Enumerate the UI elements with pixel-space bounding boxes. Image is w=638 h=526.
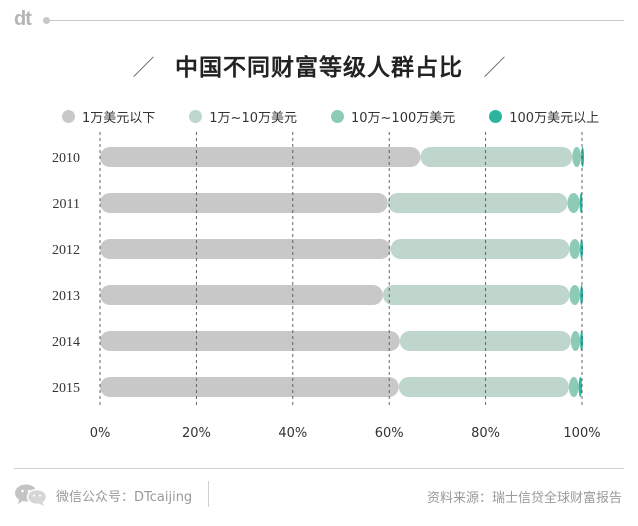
legend-swatch bbox=[331, 109, 344, 123]
legend-label: 1万~10万美元 bbox=[209, 110, 297, 126]
legend-item: 1万~10万美元 bbox=[189, 107, 297, 126]
legend-label: 1万美元以下 bbox=[82, 110, 156, 126]
legend-label: 10万~100万美元 bbox=[351, 110, 456, 126]
legend-swatch bbox=[489, 109, 503, 123]
bar-segment bbox=[382, 285, 570, 305]
y-tick-label: 2014 bbox=[52, 335, 80, 350]
y-tick-label: 2012 bbox=[52, 243, 80, 258]
wechat-icon bbox=[15, 484, 48, 506]
y-tick-label: 2011 bbox=[53, 197, 80, 212]
x-tick-label: 0% bbox=[90, 426, 111, 440]
bar-segment bbox=[568, 377, 579, 397]
bar-segment bbox=[100, 147, 421, 167]
bar-segment bbox=[567, 193, 580, 213]
bar-segment bbox=[398, 377, 569, 397]
bar-segment bbox=[390, 239, 570, 259]
bar-segment bbox=[569, 285, 581, 305]
bar-segment bbox=[100, 331, 400, 351]
bar-segment bbox=[569, 239, 581, 259]
x-tick-label: 60% bbox=[375, 426, 404, 440]
legend-item: 100万美元以上 bbox=[489, 107, 599, 126]
bar-segment bbox=[387, 193, 568, 213]
legend-swatch bbox=[62, 109, 75, 123]
x-tick-label: 80% bbox=[471, 426, 500, 440]
y-tick-label: 2015 bbox=[52, 381, 80, 396]
data-source: 资料来源：瑞士信贷全球财富报告 bbox=[426, 491, 622, 506]
x-tick-label: 40% bbox=[278, 426, 307, 440]
footer-rule bbox=[14, 468, 624, 469]
chart-title-block: ／ 中国不同财富等级人群占比 ／ bbox=[0, 48, 638, 82]
x-tick-label: 20% bbox=[182, 426, 211, 440]
legend-item: 10万~100万美元 bbox=[331, 107, 455, 126]
wechat-label: 微信公众号：DTcaijing bbox=[56, 489, 193, 505]
y-tick-label: 2013 bbox=[52, 289, 80, 304]
legend: 1万美元以下 1万~10万美元 10万~100万美元 100万美元以上 bbox=[62, 106, 599, 126]
chart-title: 中国不同财富等级人群占比 bbox=[175, 55, 463, 81]
wechat-account: 微信公众号：DTcaijing bbox=[14, 484, 192, 506]
bar-segment bbox=[420, 147, 573, 167]
header-rule bbox=[46, 20, 624, 21]
bar-segment bbox=[581, 147, 585, 167]
x-tick-label: 100% bbox=[563, 426, 600, 440]
legend-label: 100万美元以上 bbox=[509, 110, 600, 126]
bar-segment bbox=[572, 147, 582, 167]
bar-segment bbox=[100, 285, 383, 305]
legend-swatch bbox=[189, 109, 203, 123]
bar-segment bbox=[399, 331, 571, 351]
bar-segment bbox=[100, 193, 388, 213]
legend-item: 1万美元以下 bbox=[62, 107, 155, 126]
title-slash-left: ／ bbox=[132, 55, 155, 80]
dt-logo: dt bbox=[14, 8, 32, 30]
stacked-bar-chart: 2010 2011 2012 2013 2014 2015 0% 20% 40% 60% 80% 10… bbox=[52, 132, 601, 440]
title-slash-right: ／ bbox=[483, 55, 506, 80]
bar-segment bbox=[100, 239, 391, 259]
bar-segment bbox=[100, 377, 399, 397]
bar-segment bbox=[570, 331, 581, 351]
footer-separator bbox=[208, 481, 209, 507]
y-tick-label: 2010 bbox=[52, 151, 80, 166]
bar-segment bbox=[578, 377, 582, 397]
